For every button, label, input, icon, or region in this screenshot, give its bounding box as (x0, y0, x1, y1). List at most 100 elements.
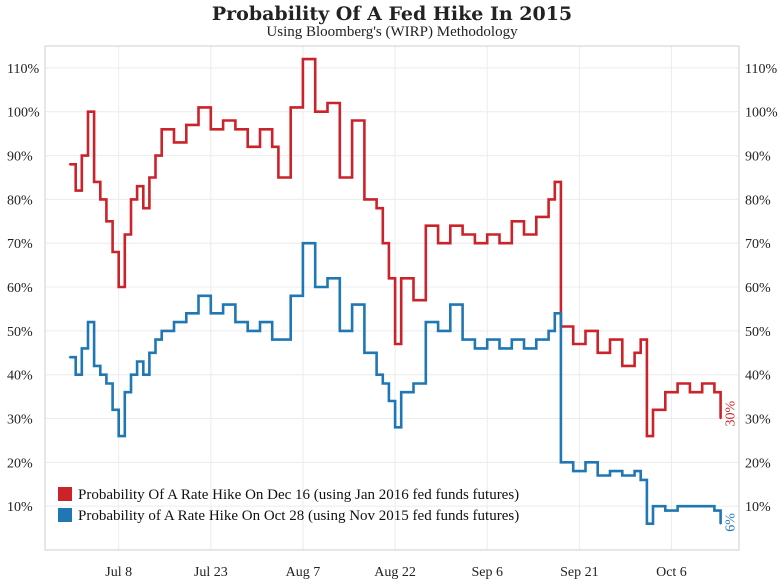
data-point-oct28 (400, 391, 403, 394)
data-point-dec16 (652, 409, 654, 411)
y-tick-label-right: 40% (745, 369, 771, 384)
data-point-dec16 (87, 110, 89, 113)
data-point-oct28 (412, 382, 415, 385)
data-point-dec16 (74, 189, 77, 192)
data-point-oct28 (474, 347, 476, 350)
data-point-oct28 (621, 474, 624, 477)
data-point-dec16 (222, 119, 224, 122)
data-point-dec16 (486, 233, 489, 236)
x-tick-label: Sep 21 (560, 565, 599, 580)
data-point-oct28 (314, 286, 317, 288)
data-point-oct28 (210, 312, 212, 315)
data-point-dec16 (271, 146, 274, 148)
y-tick-label-right: 80% (745, 193, 771, 208)
y-axis-right: 10% 20% 30% 40% 50% 60% 70% 80% 90% 100% 110% (745, 62, 778, 515)
data-point-dec16 (719, 417, 722, 420)
data-point-dec16 (547, 198, 550, 201)
end-label-oct28: 6% (724, 513, 739, 532)
data-point-oct28 (363, 352, 366, 354)
data-point-oct28 (74, 373, 77, 376)
y-tick-label-right: 20% (745, 456, 771, 471)
x-tick-label: Jul 23 (194, 565, 228, 580)
data-point-dec16 (633, 352, 636, 354)
data-point-oct28 (154, 338, 157, 341)
data-point-oct28 (609, 470, 611, 472)
data-point-dec16 (117, 286, 120, 288)
data-point-oct28 (394, 426, 396, 429)
series-layer (68, 57, 722, 525)
data-point-oct28 (719, 522, 722, 525)
data-point-oct28 (93, 365, 95, 367)
y-tick-label-left: 30% (7, 413, 33, 428)
data-point-dec16 (81, 154, 83, 157)
chart-title: Probability Of A Fed Hike In 2015 (211, 3, 573, 25)
data-point-oct28 (425, 321, 427, 323)
legend-label-oct28: Probability of A Rate Hike On Oct 28 (us… (78, 508, 519, 524)
end-label-dec16: 30% (724, 401, 739, 427)
data-point-oct28 (111, 409, 114, 411)
data-point-dec16 (339, 176, 341, 179)
data-point-dec16 (93, 181, 95, 183)
legend-swatch-dec16 (58, 487, 72, 501)
data-point-oct28 (124, 391, 126, 394)
y-tick-label-left: 90% (7, 150, 33, 165)
data-point-dec16 (68, 163, 71, 166)
y-tick-label-left: 10% (7, 500, 33, 515)
data-point-oct28 (326, 277, 329, 280)
data-point-dec16 (523, 233, 525, 236)
data-point-oct28 (339, 330, 341, 332)
data-point-dec16 (185, 124, 188, 126)
data-point-oct28 (689, 505, 691, 508)
x-tick-label: Aug 22 (374, 565, 416, 580)
data-point-oct28 (160, 330, 163, 332)
data-point-dec16 (197, 106, 200, 109)
y-tick-label-left: 20% (7, 456, 33, 471)
data-point-oct28 (639, 479, 642, 481)
data-point-oct28 (136, 360, 138, 363)
data-point-oct28 (633, 470, 636, 472)
y-tick-label-right: 30% (745, 413, 771, 428)
data-point-dec16 (412, 299, 415, 302)
data-point-dec16 (572, 343, 574, 345)
data-point-dec16 (639, 338, 642, 341)
data-point-oct28 (246, 330, 249, 332)
data-point-oct28 (87, 321, 89, 323)
data-point-oct28 (222, 303, 224, 306)
data-point-oct28 (449, 303, 452, 306)
data-point-dec16 (382, 242, 384, 244)
data-point-dec16 (130, 198, 132, 201)
data-point-oct28 (596, 474, 599, 477)
data-point-dec16 (701, 382, 703, 385)
data-point-oct28 (105, 382, 108, 385)
data-point-dec16 (173, 141, 175, 144)
data-point-oct28 (234, 321, 237, 323)
data-point-oct28 (375, 373, 378, 376)
data-point-dec16 (124, 233, 126, 236)
data-point-dec16 (99, 198, 102, 201)
series-line-oct28 (69, 241, 722, 525)
x-tick-label: Aug 7 (286, 565, 321, 580)
data-point-oct28 (652, 505, 654, 508)
data-point-oct28 (302, 242, 304, 244)
y-tick-label-left: 100% (7, 106, 40, 121)
data-point-dec16 (363, 198, 366, 201)
data-point-dec16 (498, 242, 501, 244)
data-point-dec16 (326, 102, 329, 104)
data-point-oct28 (289, 295, 292, 297)
data-point-dec16 (148, 176, 151, 179)
y-tick-label-left: 70% (7, 237, 33, 252)
data-point-oct28 (99, 373, 102, 376)
data-point-dec16 (160, 128, 163, 131)
data-point-oct28 (547, 330, 550, 332)
data-point-dec16 (609, 338, 611, 341)
data-point-dec16 (314, 110, 317, 113)
data-point-oct28 (535, 338, 538, 341)
data-point-dec16 (713, 391, 716, 394)
data-point-oct28 (68, 356, 71, 359)
data-point-dec16 (461, 233, 464, 236)
data-point-oct28 (148, 352, 151, 354)
data-point-oct28 (572, 470, 574, 472)
data-point-dec16 (388, 277, 390, 280)
x-tick-label: Oct 6 (656, 565, 687, 580)
